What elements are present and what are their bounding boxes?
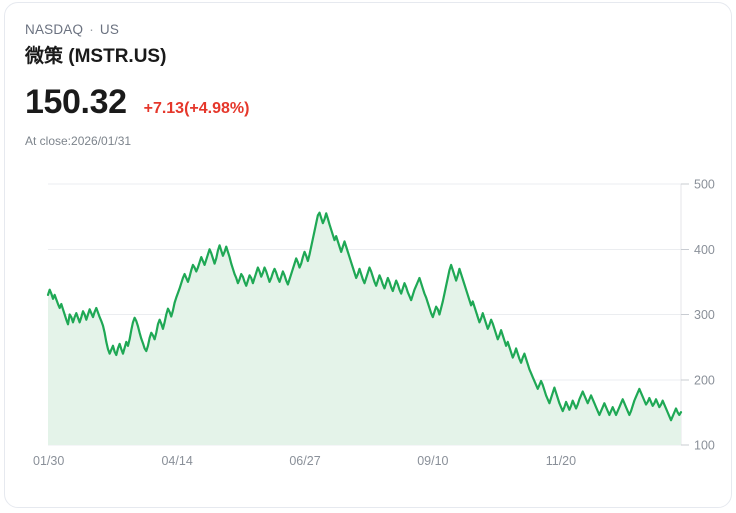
market-region: US (99, 22, 120, 37)
x-tick-label: 01/30 (33, 454, 64, 468)
x-axis: 01/30 04/14 06/27 09/10 11/20 (33, 454, 576, 468)
price-chart-svg[interactable]: 500 400 300 200 100 01/30 04/14 06/27 09/10 11/2… (5, 163, 731, 483)
y-tick-label: 400 (694, 243, 715, 257)
price-line (46, 211, 683, 422)
market-status: At close:2026/01/31 (25, 134, 132, 148)
last-price: 150.32 (25, 83, 127, 121)
exchange-row: NASDAQ · US (25, 21, 665, 39)
quote-header: NASDAQ · US 微策 (MSTR.US) 150.32 +7.13(+4.9… (25, 21, 665, 149)
y-tick-label: 100 (694, 439, 715, 453)
page-title: 微策 (MSTR.US) (25, 46, 167, 67)
y-tick-label: 200 (694, 373, 715, 387)
x-tick-label: 06/27 (289, 454, 320, 468)
x-tick-label: 09/10 (417, 454, 448, 468)
price-row: 150.32 +7.13(+4.98%) (25, 83, 665, 121)
y-tick-label: 500 (694, 178, 715, 192)
stock-quote-card: NASDAQ · US 微策 (MSTR.US) 150.32 +7.13(+4.9… (4, 2, 732, 508)
price-change: +7.13(+4.98%) (143, 100, 250, 117)
x-tick-label: 11/20 (546, 454, 576, 468)
separator-dot: · (89, 22, 94, 37)
exchange-name: NASDAQ (25, 22, 84, 37)
y-tick-label: 300 (694, 308, 715, 322)
price-chart[interactable]: 500 400 300 200 100 01/30 04/14 06/27 09/10 11/2… (5, 163, 731, 483)
price-area-fill (48, 212, 681, 445)
x-tick-label: 04/14 (161, 454, 192, 468)
y-axis: 500 400 300 200 100 (681, 178, 715, 453)
